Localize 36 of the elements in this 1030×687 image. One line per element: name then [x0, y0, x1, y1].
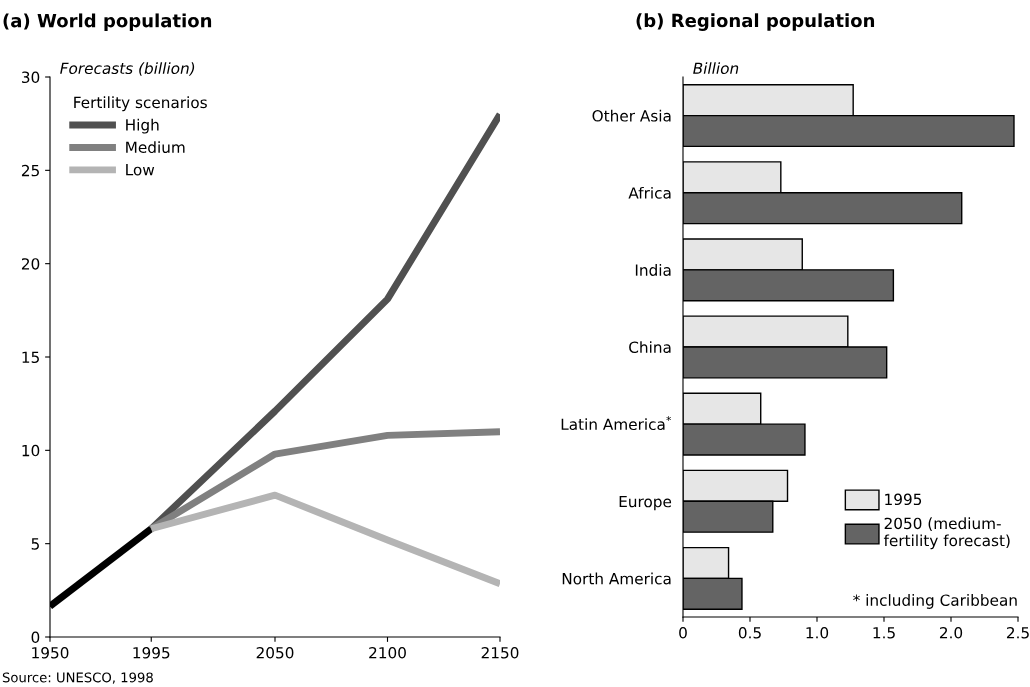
x-tick-label: 1950 [32, 646, 69, 659]
y-tick-label: Latin America$^{*}$ [561, 416, 672, 431]
y-axis-title: Forecasts (billion) [60, 62, 195, 76]
legend-label: High [126, 118, 159, 134]
x-tick-label: 2.5 [1006, 626, 1029, 639]
legend-label: Low [126, 164, 155, 176]
legend-title: Fertility scenarios [74, 96, 207, 112]
y-tick-label: 30 [22, 71, 40, 84]
y-tick-label: 15 [22, 351, 39, 364]
x-tick-label: 2050 [256, 646, 294, 659]
chart-title: (b) Regional population [636, 13, 875, 31]
y-tick-label: Africa [628, 186, 671, 199]
source-note: Source: UNESCO, 1998 [2, 672, 153, 684]
x-tick-label: 2100 [369, 646, 406, 659]
y-axis-title: Billion [693, 62, 739, 75]
legend-label: Medium [126, 141, 185, 154]
x-tick-label: 0.5 [738, 626, 761, 639]
y-tick-label: Europe [619, 495, 672, 511]
y-tick-label: China [629, 341, 671, 354]
chart-title: (a) World population [3, 13, 212, 31]
y-tick-label: 20 [21, 258, 40, 270]
y-tick-label: 25 [21, 164, 39, 177]
y-tick-label: Other Asia [592, 109, 671, 122]
x-tick-label: 0 [679, 626, 687, 639]
annotation: * including Caribbean [853, 594, 1017, 609]
x-tick-label: 2150 [481, 646, 519, 659]
x-tick-label: 1.5 [873, 627, 895, 639]
y-tick-label: North America [562, 572, 671, 585]
y-tick-label: India [635, 264, 671, 276]
x-tick-label: 1.0 [806, 626, 829, 639]
y-tick-label: 5 [31, 538, 39, 550]
y-tick-label: 10 [22, 444, 40, 457]
legend-label: 2050 (medium- fertility forecast) [883, 517, 1010, 550]
x-tick-label: 2.0 [939, 626, 963, 639]
x-tick-label: 1995 [133, 646, 170, 659]
legend-label: 1995 [885, 493, 922, 506]
